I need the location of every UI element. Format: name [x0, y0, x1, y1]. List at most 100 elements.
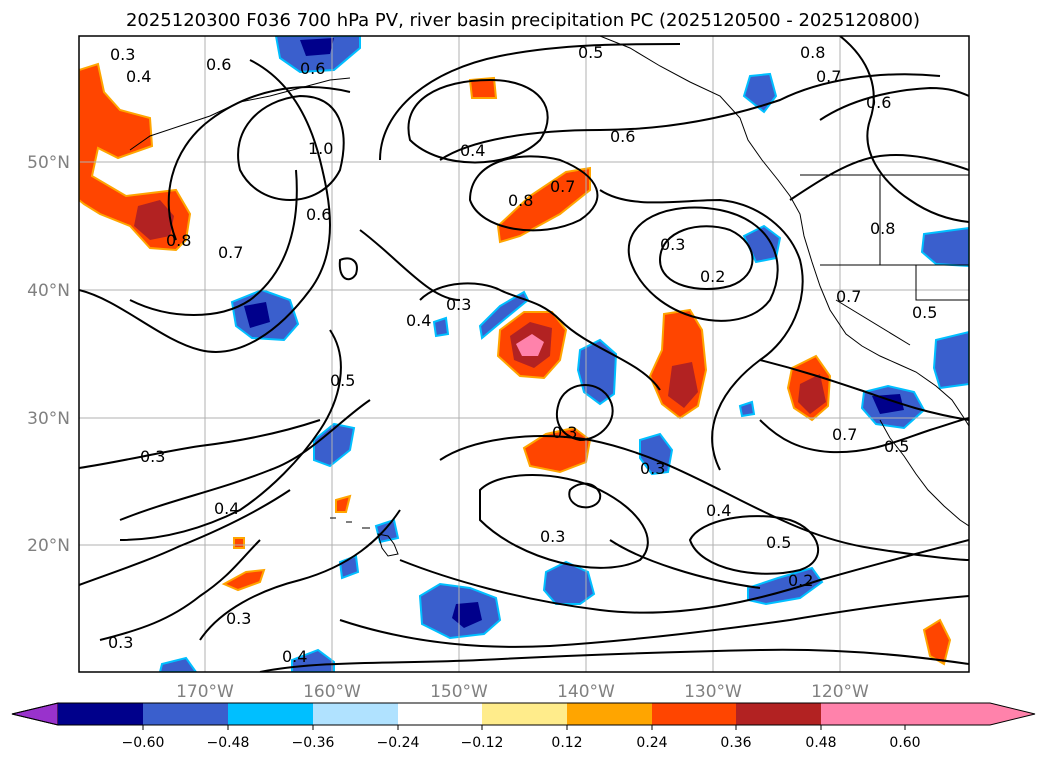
pv-contour [568, 482, 602, 509]
pv-contour [658, 225, 754, 290]
graticule [79, 36, 969, 672]
contour-label: 0.5 [912, 303, 937, 322]
pv-contour [555, 384, 614, 442]
colorbar-tick-label: −0.60 [122, 735, 165, 751]
contour-label: 0.5 [578, 43, 603, 62]
colorbar-tick-label: −0.24 [377, 735, 420, 751]
colorbar-tick-label: −0.36 [292, 735, 335, 751]
contour-label: 0.5 [330, 371, 355, 390]
colorbar-segment [736, 703, 821, 725]
precip-anomaly-strong-negative [300, 38, 334, 56]
precip-anomaly-strong-negative [872, 394, 904, 414]
lon-label-170w: 170°W [176, 682, 234, 702]
map-title: 2025120300 F036 700 hPa PV, river basin … [126, 10, 920, 31]
colorbar: −0.60 −0.48 −0.36 −0.24 −0.12 0.12 0.24 … [11, 702, 1036, 751]
pv-contour [759, 417, 969, 454]
pv-contour [79, 489, 291, 586]
contour-label: 0.3 [540, 527, 565, 546]
contour-label: 0.8 [800, 43, 825, 62]
contour-label: 0.3 [446, 295, 471, 314]
pv-contour [119, 329, 342, 541]
precip-anomaly-positive [468, 76, 498, 99]
precip-anomaly-strong [134, 200, 174, 240]
precip-anomaly-positive [496, 166, 591, 244]
map-panel: 0.3 0.4 0.6 0.6 0.5 0.8 0.7 0.6 1.0 0.6 … [79, 36, 969, 672]
colorbar-segment [567, 703, 652, 725]
contour-label: 0.4 [214, 499, 239, 518]
pv-contour [119, 399, 371, 521]
state-border [820, 175, 969, 346]
contour-label: 0.3 [140, 447, 165, 466]
contour-label: 0.4 [706, 501, 731, 520]
pv-contour [129, 169, 298, 316]
precip-anomaly-positive [922, 618, 952, 666]
contour-label: 0.3 [110, 45, 135, 64]
pv-contour [759, 359, 969, 421]
colorbar-tick-label: −0.48 [207, 735, 250, 751]
pv-contours [79, 36, 969, 672]
colorbar-segment [58, 703, 143, 725]
pv-contour [99, 539, 261, 641]
pv-contour [627, 206, 779, 322]
colorbar-tick-label: −0.12 [461, 735, 504, 751]
pv-contour [167, 86, 351, 241]
lat-label-20n: 20°N [27, 536, 70, 556]
contour-label: 0.7 [550, 177, 575, 196]
colorbar-segment [313, 703, 398, 725]
contour-label: 0.3 [640, 459, 665, 478]
contour-label: 0.2 [700, 267, 725, 286]
contour-label: 0.6 [610, 127, 635, 146]
pv-contour [338, 257, 358, 281]
precip-anomaly-peak [516, 334, 544, 356]
colorbar-segment [821, 703, 905, 725]
contour-label: 0.4 [460, 141, 485, 160]
pv-contour [839, 36, 969, 223]
contour-label: 1.0 [308, 139, 333, 158]
pv-contour [819, 86, 969, 121]
hawaii-islands [330, 517, 399, 557]
lon-label-120w: 120°W [811, 682, 869, 702]
pv-contour [79, 419, 321, 469]
colorbar-tick-label: 0.36 [720, 735, 751, 751]
pv-contour [439, 73, 941, 161]
lon-label-150w: 150°W [430, 682, 488, 702]
precip-anomaly-positive [233, 537, 245, 549]
precip-anomaly-negative [932, 330, 969, 390]
contour-label: 0.7 [836, 287, 861, 306]
precip-anomaly-positive [335, 494, 352, 513]
contour-label: 0.2 [788, 571, 813, 590]
colorbar-tick-label: 0.60 [889, 735, 920, 751]
pv-contour [359, 229, 461, 301]
colorbar-ticks [142, 725, 906, 730]
precip-anomaly-negative [158, 656, 198, 672]
colorbar-outline [11, 702, 1036, 726]
contour-label: 0.8 [508, 191, 533, 210]
lat-label-30n: 30°N [27, 409, 70, 429]
contour-label: 0.6 [300, 59, 325, 78]
alaska-coast [599, 36, 969, 427]
precip-anomaly-strong [798, 374, 826, 414]
contour-label: 0.8 [166, 231, 191, 250]
contour-label: 0.8 [870, 219, 895, 238]
precip-anomaly-negative [313, 422, 356, 468]
pv-contour [407, 78, 549, 164]
pv-contour [399, 539, 969, 614]
precip-anomaly-strong-negative [244, 302, 270, 328]
colorbar-extend-min [11, 702, 59, 726]
colorbar-segment [143, 703, 228, 725]
pv-contour [237, 94, 345, 201]
pv-contour [339, 595, 969, 648]
lon-label-140w: 140°W [557, 682, 615, 702]
contour-label: 0.5 [884, 437, 909, 456]
precip-anomaly-positive [221, 568, 266, 592]
colorbar-tick-label: 0.24 [636, 735, 667, 751]
lon-label-160w: 160°W [303, 682, 361, 702]
pv-contour [439, 435, 969, 561]
contour-label: 0.3 [108, 633, 133, 652]
precip-anomaly-negative [742, 224, 782, 264]
contour-label: 0.7 [218, 243, 243, 262]
pv-contour [419, 282, 661, 391]
pv-contour [79, 59, 331, 353]
pv-contour [688, 515, 820, 575]
